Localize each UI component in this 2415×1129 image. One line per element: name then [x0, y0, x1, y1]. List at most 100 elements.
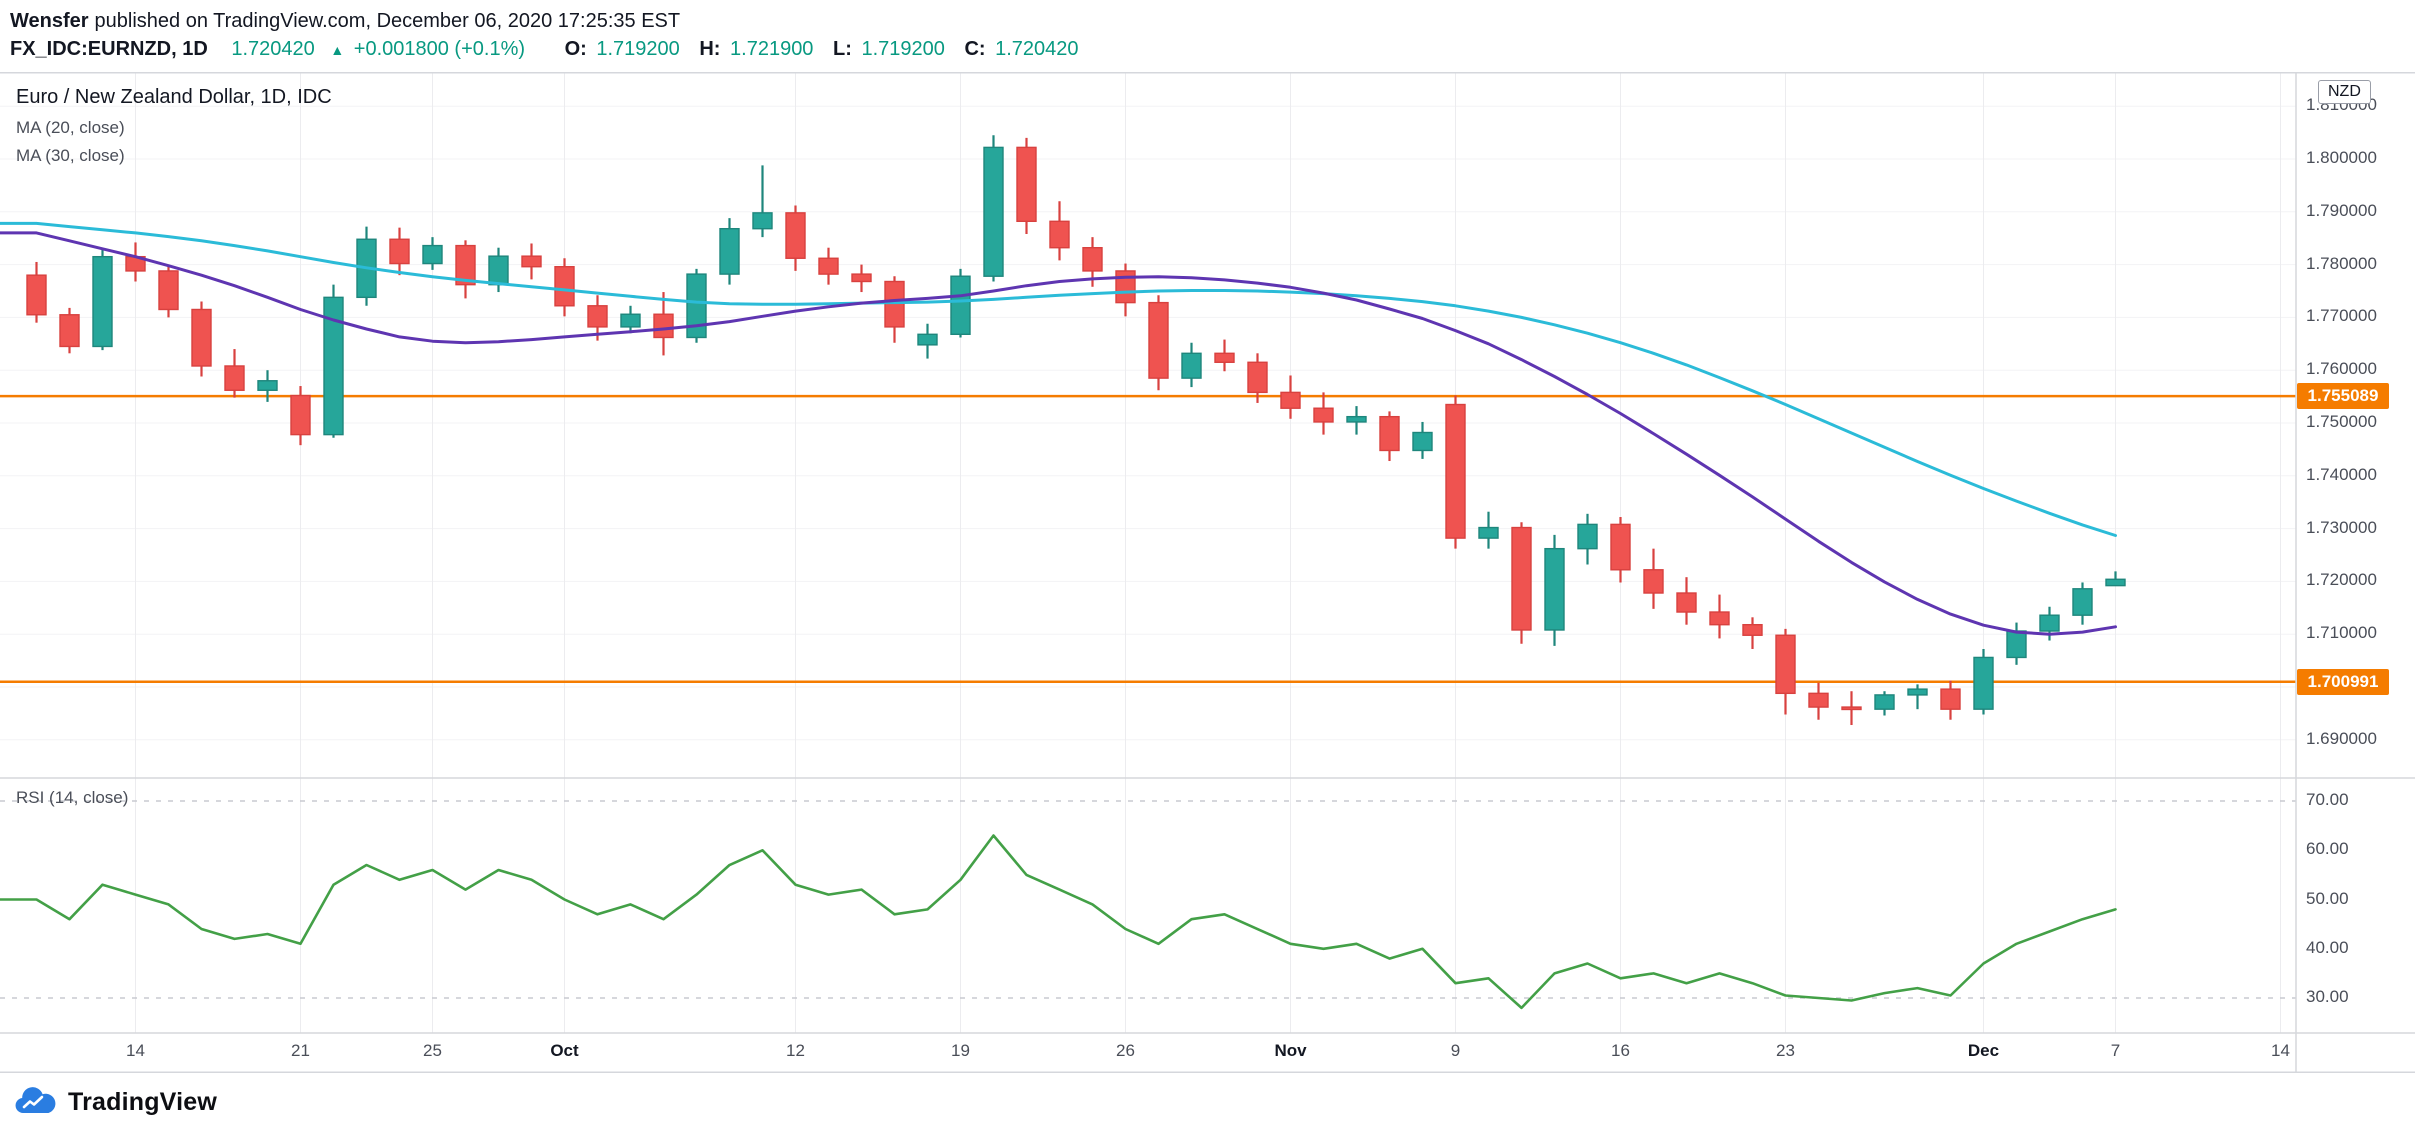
ma30-line	[0, 221, 2117, 537]
candle	[158, 264, 179, 318]
price-tick-label: 1.770000	[2306, 306, 2377, 326]
time-tick-label: 9	[1450, 1041, 1461, 1060]
price-axis[interactable]: 1.810000 1.800000 1.790000 1.780000 1.770000…	[2296, 72, 2415, 1073]
candle	[1841, 691, 1862, 726]
chart-canvas[interactable]	[0, 72, 2415, 1073]
candle	[884, 276, 905, 343]
candle	[983, 135, 1004, 282]
candle	[686, 268, 707, 343]
candle	[620, 305, 641, 334]
price-tick-label: 1.730000	[2306, 517, 2377, 537]
candle	[1181, 342, 1202, 388]
symbol-name: FX_IDC:EURNZD, 1D	[10, 38, 208, 60]
ma20-line	[0, 231, 2117, 636]
candle	[1775, 628, 1796, 715]
candle	[818, 247, 839, 285]
close-value: 1.720420	[995, 38, 1079, 60]
price-change: +0.001800 (+0.1%)	[353, 38, 526, 60]
brand-name: TradingView	[68, 1087, 218, 1116]
candle	[1610, 516, 1631, 583]
candle	[1379, 411, 1400, 462]
candle	[1973, 648, 1994, 715]
price-tick-label: 1.720000	[2306, 570, 2377, 590]
last-price: 1.720420	[231, 38, 315, 60]
candle	[1148, 295, 1169, 391]
currency-badge: NZD	[2318, 80, 2371, 104]
price-tick-label: 1.750000	[2306, 412, 2377, 431]
publish-header: Wensfer published on TradingView.com, Dec…	[10, 8, 680, 34]
candle	[719, 218, 740, 285]
candle	[125, 242, 146, 282]
candle	[1577, 513, 1598, 565]
candle	[1247, 353, 1268, 403]
author-name: Wensfer	[10, 10, 89, 32]
time-tick-label: Oct	[550, 1041, 579, 1060]
level-price-badge-lower: 1.700991	[2297, 668, 2389, 695]
time-tick-label: 26	[1116, 1041, 1135, 1060]
time-tick-label: 16	[1611, 1041, 1630, 1060]
candle	[851, 264, 872, 293]
candle	[1346, 406, 1367, 435]
candle	[1445, 395, 1466, 549]
candle	[2006, 622, 2027, 665]
candle	[1214, 339, 1235, 372]
candle	[1544, 534, 1565, 646]
candle	[1907, 684, 1928, 710]
low-label: L:	[833, 38, 852, 60]
candle	[59, 307, 80, 354]
candle	[1280, 375, 1301, 419]
candle	[1511, 522, 1532, 644]
candle	[917, 323, 938, 359]
price-tick-label: 1.710000	[2306, 623, 2377, 643]
candle	[1313, 392, 1334, 435]
close-label: C:	[964, 38, 986, 60]
candle	[2072, 582, 2093, 625]
high-value: 1.721900	[730, 38, 814, 60]
candle	[290, 386, 311, 446]
rsi-tick-label: 30.00	[2306, 987, 2349, 1006]
time-tick-label: 7	[2110, 1041, 2121, 1060]
candle	[785, 205, 806, 271]
rsi-tick-label: 50.00	[2306, 888, 2349, 908]
tradingview-brand[interactable]: TradingView	[12, 1082, 217, 1122]
candle	[1808, 682, 1829, 720]
price-tick-label: 1.690000	[2306, 728, 2377, 748]
time-axis[interactable]: 14 21 25 Oct 12 19 26 Nov 9 16 23 Dec 7 14	[0, 1033, 2415, 1073]
candle	[389, 227, 410, 276]
ma20-legend: MA (20, close)	[16, 118, 125, 137]
candle	[224, 349, 245, 398]
rsi-line	[0, 834, 2117, 1010]
chart-title: Euro / New Zealand Dollar, 1D, IDC	[16, 86, 332, 108]
level-price-badge-upper: 1.755089	[2297, 383, 2389, 410]
time-tick-label: 14	[2271, 1041, 2290, 1060]
time-tick-label: 12	[786, 1041, 805, 1060]
open-label: O:	[564, 38, 587, 60]
chart-area[interactable]: Euro / New Zealand Dollar, 1D, IDC MA (2…	[0, 72, 2415, 1073]
time-tick-label: 25	[423, 1041, 442, 1060]
candle	[1874, 691, 1895, 716]
ma30-legend: MA (30, close)	[16, 146, 125, 165]
price-tick-label: 1.780000	[2306, 253, 2377, 273]
candle	[1709, 594, 1730, 639]
candle	[257, 370, 278, 402]
rsi-tick-label: 60.00	[2306, 839, 2349, 859]
candle	[521, 243, 542, 280]
candle	[1412, 421, 1433, 459]
open-value: 1.719200	[596, 38, 680, 60]
candle	[1115, 263, 1136, 317]
time-tick-label: 19	[951, 1041, 970, 1060]
candle	[323, 284, 344, 438]
candle	[422, 237, 443, 270]
time-tick-label: 21	[291, 1041, 310, 1060]
symbol-info-bar: FX_IDC:EURNZD, 1D 1.720420 ▲ +0.001800 (…	[10, 36, 1079, 63]
time-tick-label: Nov	[1274, 1041, 1307, 1060]
candle	[92, 249, 113, 351]
candle	[2105, 571, 2126, 587]
rsi-tick-label: 70.00	[2306, 790, 2349, 809]
candle	[1478, 511, 1499, 549]
rsi-legend: RSI (14, close)	[16, 788, 129, 807]
candle	[554, 258, 575, 317]
candle	[455, 240, 476, 299]
candle	[1676, 577, 1697, 625]
candle	[1016, 137, 1037, 234]
